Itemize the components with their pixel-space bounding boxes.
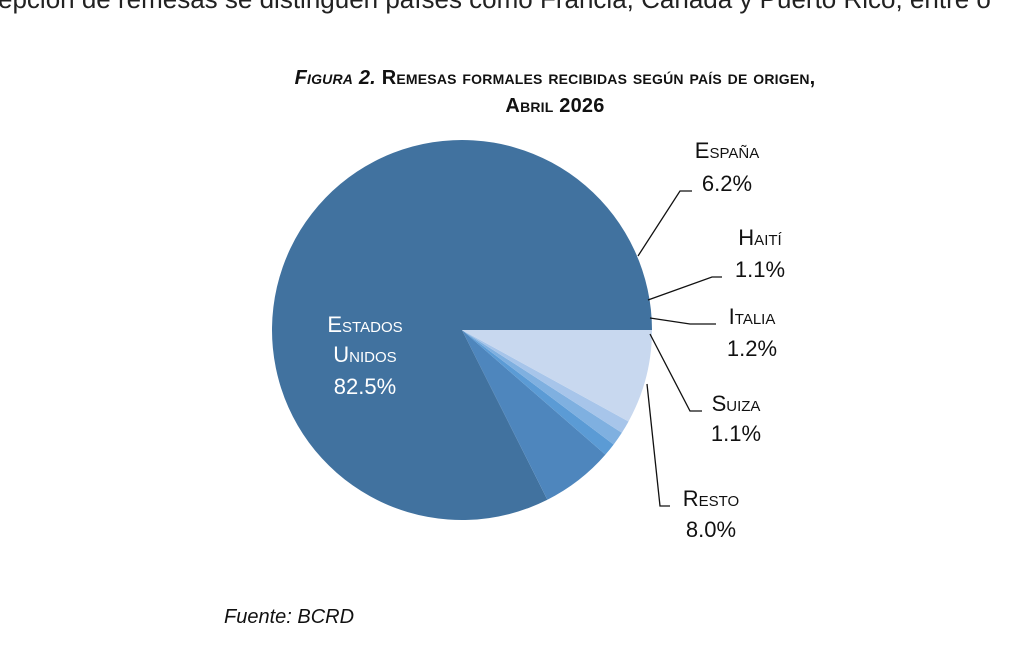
slice-label-espa-a: España xyxy=(695,138,759,163)
body-text-fragment: epción de remesas se distinguen países c… xyxy=(0,0,1024,16)
pie-slice-hait- xyxy=(462,330,614,455)
slice-value-hait-: 1.1% xyxy=(735,257,785,282)
slice-label-resto: Resto xyxy=(683,486,739,511)
pie-slice-espa-a xyxy=(462,330,606,500)
pie-slice-resto xyxy=(462,330,652,422)
slice-label-estados-unidos: Estados Unidos xyxy=(327,312,402,367)
figure-title: Figura 2. Remesas formales recibidas seg… xyxy=(180,64,930,120)
slice-label-suiza: Suiza xyxy=(712,391,761,416)
slice-value-italia: 1.2% xyxy=(727,336,777,361)
slice-value-estados-unidos: 82.5% xyxy=(334,374,396,399)
slice-label-hait-: Haití xyxy=(738,225,782,250)
figure-number: Figura 2. xyxy=(294,67,376,89)
pie-slice-estados-unidos xyxy=(272,140,652,521)
leader-line-resto xyxy=(646,383,670,507)
figure-title-line1: Remesas formales recibidas según país de… xyxy=(381,67,816,89)
slice-value-espa-a: 6.2% xyxy=(702,171,752,196)
pie-slice-suiza xyxy=(462,330,629,433)
leader-line-espa-a xyxy=(637,190,692,257)
source-note: Fuente: BCRD xyxy=(224,606,355,628)
leader-line-italia xyxy=(649,317,716,325)
figure-title-line2: Abril 2026 xyxy=(505,95,605,117)
leader-line-hait- xyxy=(647,276,722,301)
leader-lines xyxy=(637,190,722,507)
slice-labels: Estados Unidos 82.5% España 6.2% Haití 1.1% Ita… xyxy=(327,138,785,542)
pie-slice-italia xyxy=(462,330,622,445)
slice-label-italia: Italia xyxy=(729,304,776,329)
pie-slices xyxy=(272,140,652,521)
leader-line-suiza xyxy=(649,333,702,412)
slice-value-suiza: 1.1% xyxy=(711,421,761,446)
slice-value-resto: 8.0% xyxy=(686,517,736,542)
